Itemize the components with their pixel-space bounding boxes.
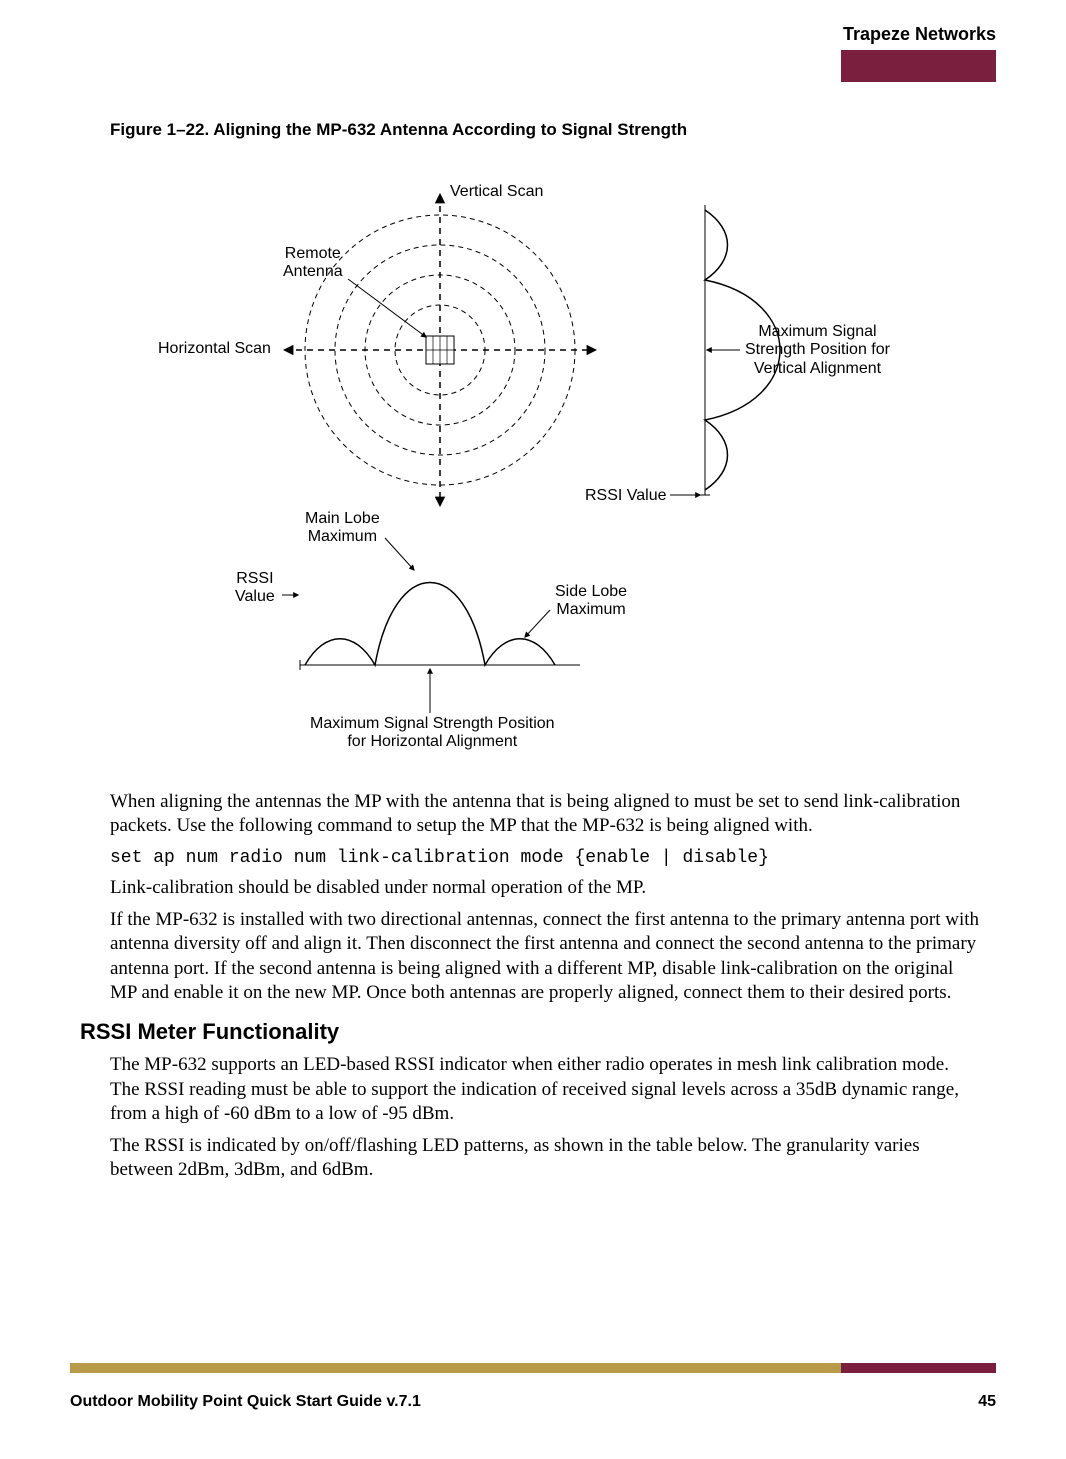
label-text: Main Lobe: [305, 510, 380, 527]
label-text: Antenna: [283, 263, 343, 280]
label-text: Remote: [285, 245, 341, 262]
footer-maroon-bar: [841, 1363, 996, 1373]
label-max-horizontal: Maximum Signal Strength Position for Hor…: [310, 715, 555, 752]
page-content: Figure 1–22. Aligning the MP-632 Antenna…: [110, 120, 980, 1191]
code-line: set ap num radio num link-calibration mo…: [110, 847, 980, 870]
label-text: Maximum Signal: [758, 323, 876, 340]
label-text: Maximum Signal Strength Position: [310, 715, 555, 732]
paragraph: The MP-632 supports an LED-based RSSI in…: [110, 1053, 980, 1126]
label-text: Vertical Alignment: [754, 360, 881, 377]
label-horizontal-scan: Horizontal Scan: [158, 340, 271, 358]
label-side-lobe: Side Lobe Maximum: [555, 583, 627, 620]
paragraph: If the MP-632 is installed with two dire…: [110, 908, 980, 1005]
header-accent-bar: [841, 50, 996, 82]
label-text: Strength Position for: [745, 341, 890, 358]
section-heading: RSSI Meter Functionality: [80, 1019, 980, 1045]
label-main-lobe: Main Lobe Maximum: [305, 510, 380, 547]
paragraph: The RSSI is indicated by on/off/flashing…: [110, 1134, 980, 1183]
label-text: for Horizontal Alignment: [347, 733, 517, 750]
figure-caption: Figure 1–22. Aligning the MP-632 Antenna…: [110, 120, 980, 140]
paragraph: Link-calibration should be disabled unde…: [110, 876, 980, 900]
page-footer: Outdoor Mobility Point Quick Start Guide…: [70, 1393, 996, 1411]
paragraph: When aligning the antennas the MP with t…: [110, 790, 980, 839]
label-text: Maximum: [556, 601, 625, 618]
alignment-diagram: Vertical Scan Remote Antenna Horizontal …: [170, 165, 920, 750]
label-text: Side Lobe: [555, 583, 627, 600]
page-number: 45: [978, 1393, 996, 1411]
label-text: Value: [235, 588, 275, 605]
label-vertical-scan: Vertical Scan: [450, 183, 543, 201]
label-remote-antenna: Remote Antenna: [283, 245, 343, 282]
label-rssi-left: RSSI Value: [235, 570, 275, 607]
body-text: When aligning the antennas the MP with t…: [110, 790, 980, 1183]
footer-title: Outdoor Mobility Point Quick Start Guide…: [70, 1393, 421, 1410]
label-rssi-right: RSSI Value: [585, 487, 667, 505]
label-max-vertical: Maximum Signal Strength Position for Ver…: [745, 323, 890, 378]
label-text: RSSI: [236, 570, 273, 587]
brand-header: Trapeze Networks: [843, 24, 996, 45]
label-text: Maximum: [308, 528, 377, 545]
